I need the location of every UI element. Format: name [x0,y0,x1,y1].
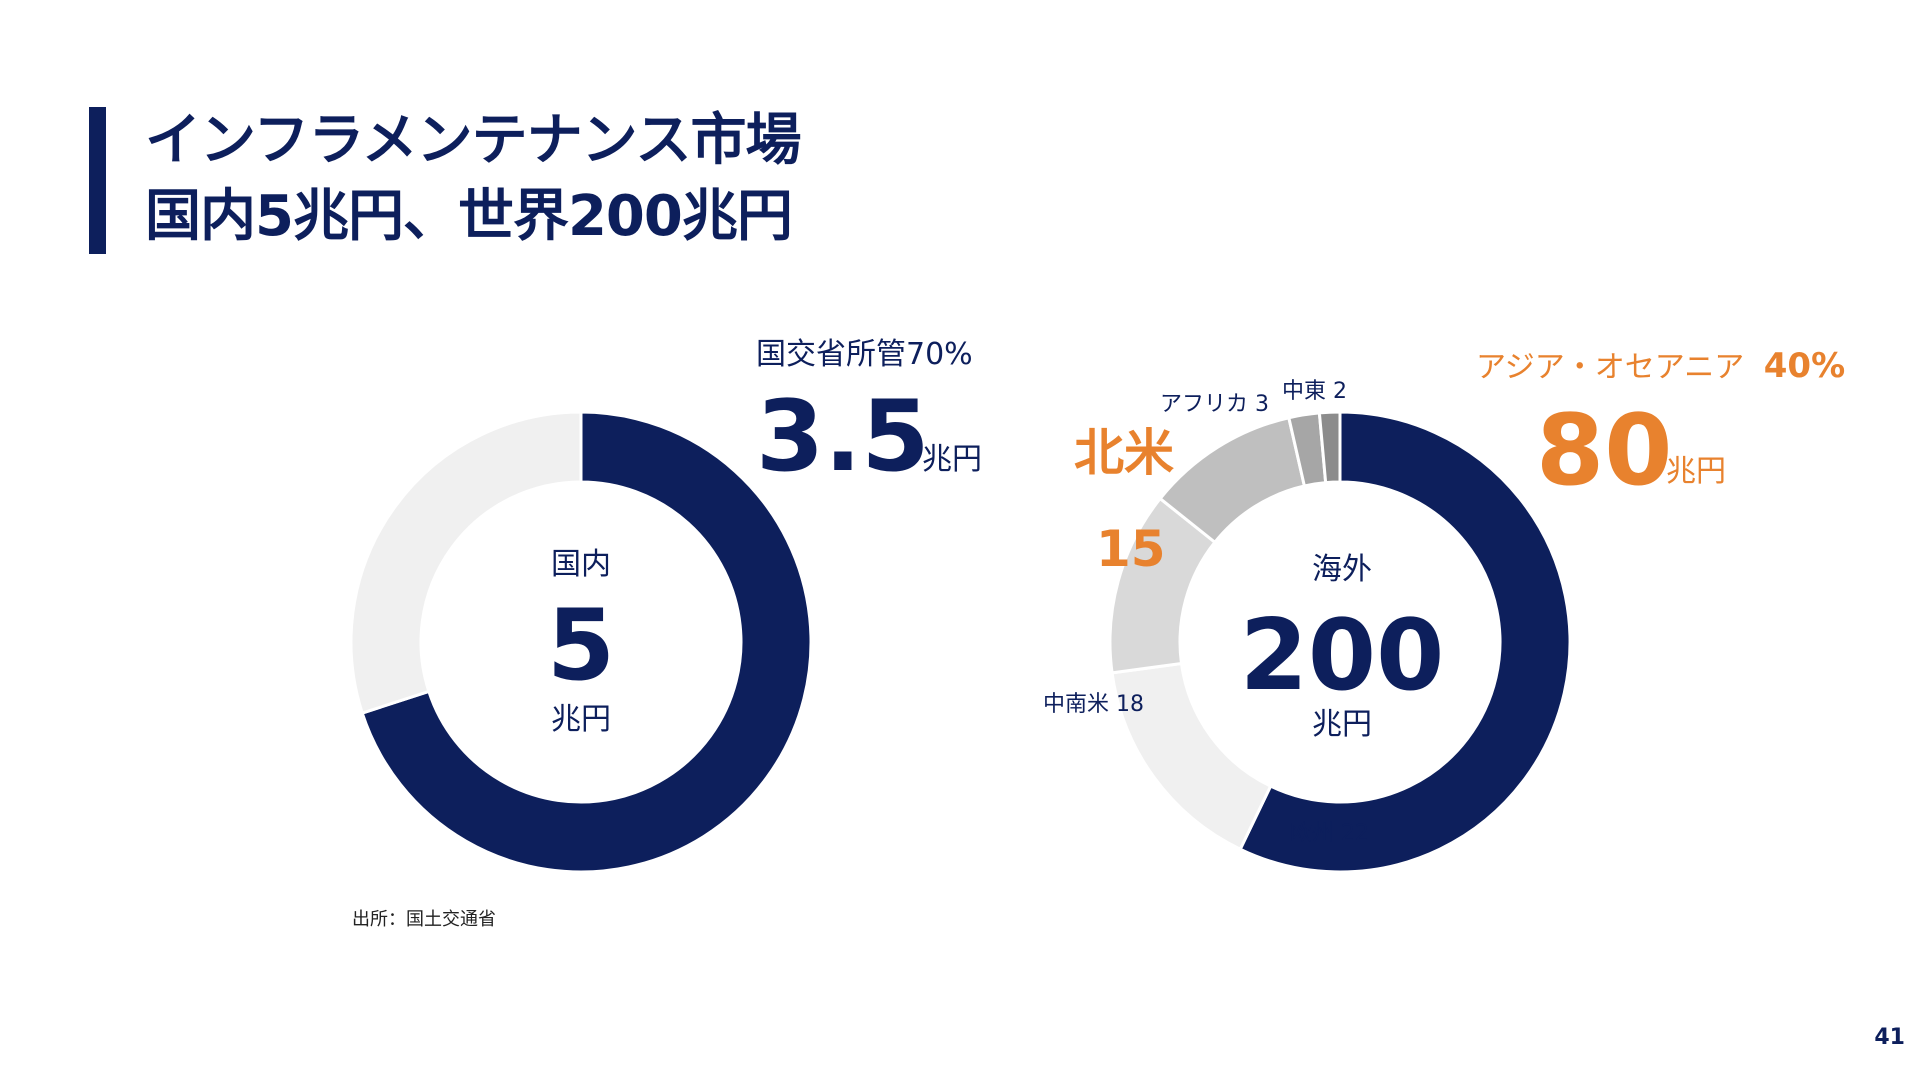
overseas-center-unit: 兆円 [1312,707,1372,742]
domestic-callout-value: 3.5 [756,380,930,494]
page-number: 41 [1874,1025,1905,1050]
asia-oceania-pct: 40% [1763,346,1846,386]
asia-oceania-unit: 兆円 [1666,454,1726,489]
overseas-slice-5 [1317,410,1342,485]
title-accent-bar [89,107,106,254]
latin-america-label: 中南米 18 [1043,692,1145,717]
domestic-slice-1 [349,410,583,715]
overseas-donut-chart [1108,410,1572,874]
overseas-slice-0 [1238,410,1572,874]
domestic-callout-unit: 兆円 [922,442,982,477]
domestic-center-unit: 兆円 [551,702,611,737]
domestic-donut-chart [349,410,813,874]
middle-east-label: 中東 2 [1282,379,1348,404]
asia-oceania-value: 80 [1536,394,1673,508]
africa-label: アフリカ 3 [1160,392,1270,417]
asia-oceania-name: アジア・オセアニア [1476,350,1745,385]
north-america-value: 15 [1096,520,1166,578]
domestic-center-value: 5 [546,589,616,703]
europe-label: 欧州 22 [1290,821,1370,846]
north-america-name: 北米 [1074,424,1174,482]
slide-title: インフラメンテナンス市場 国内5兆円、世界200兆円 [145,103,802,255]
overseas-center-value: 200 [1239,599,1445,713]
asia-oceania-label: アジア・オセアニア 40% [1476,349,1845,383]
title-line-1: インフラメンテナンス市場 [145,108,802,173]
title-line-2: 国内5兆円、世界200兆円 [145,184,793,249]
domestic-center-label: 国内 [551,547,611,582]
source-note: 出所：国土交通省 [352,909,496,930]
overseas-center-label: 海外 [1312,552,1372,587]
domestic-slice-0 [360,410,813,874]
domestic-callout-label: 国交省所管70% [756,337,973,372]
